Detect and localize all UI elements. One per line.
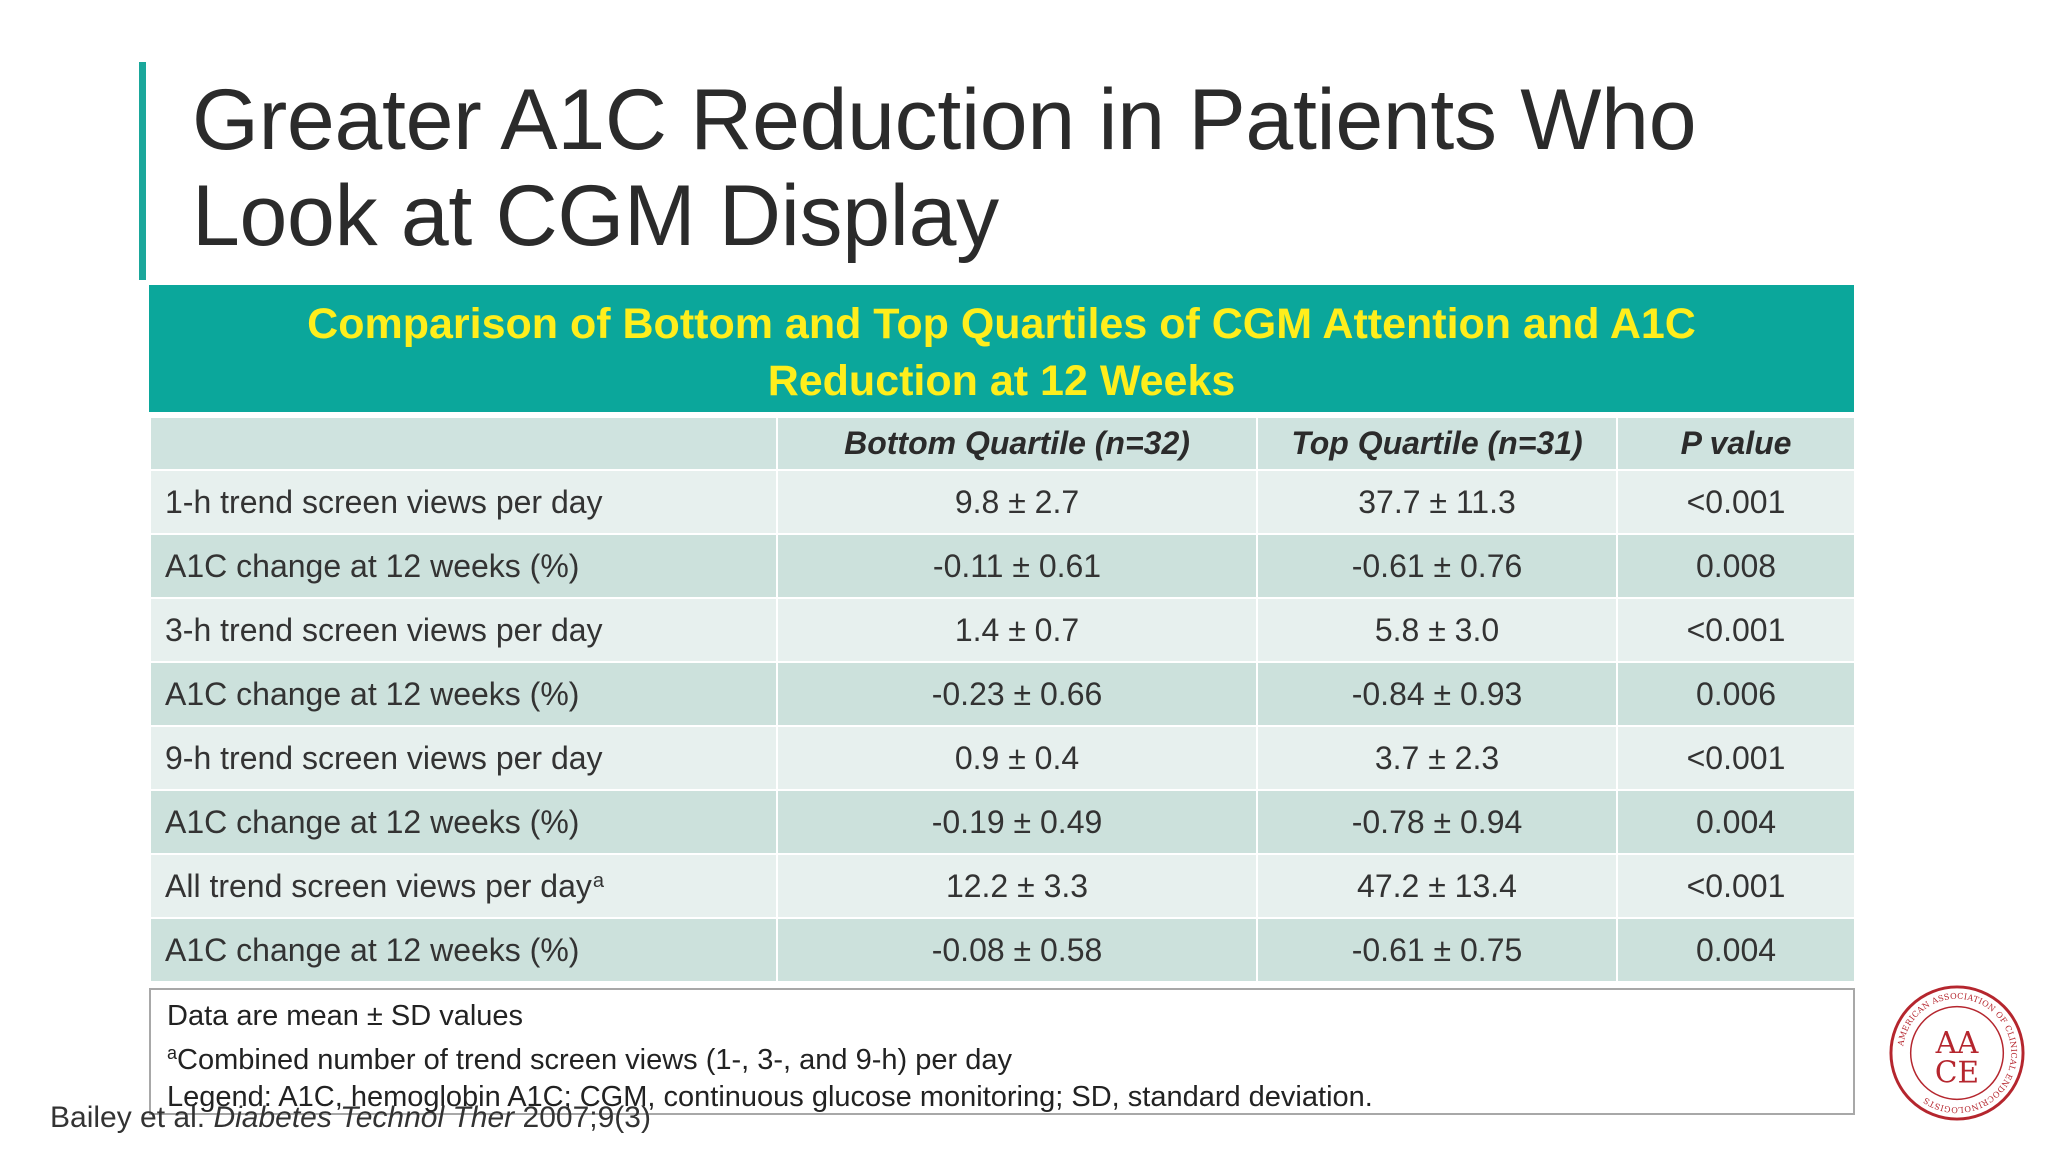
row-label: 9-h trend screen views per day (149, 725, 778, 791)
cell-p-value: <0.001 (1616, 725, 1856, 791)
logo-monogram-bottom: CE (1935, 1056, 1979, 1090)
logo-monogram-top: AA (1935, 1026, 1979, 1060)
table-row: All trend screen views per daya 12.2 ± 3.… (149, 853, 1856, 919)
cell-bottom-quartile: -0.23 ± 0.66 (776, 661, 1258, 727)
row-label: 3-h trend screen views per day (149, 597, 778, 663)
row-label-text: A1C change at 12 weeks (%) (165, 803, 580, 840)
row-label-text: A1C change at 12 weeks (%) (165, 675, 580, 712)
table-caption-line-1: Comparison of Bottom and Top Quartiles o… (307, 300, 1696, 348)
citation-authors: Bailey et al. (50, 1101, 206, 1134)
cell-bottom-quartile: 12.2 ± 3.3 (776, 853, 1258, 919)
cell-top-quartile: 47.2 ± 13.4 (1256, 853, 1618, 919)
row-label-text: A1C change at 12 weeks (%) (165, 931, 580, 968)
table-row: A1C change at 12 weeks (%) -0.08 ± 0.58 -0… (149, 917, 1856, 983)
row-label: 1-h trend screen views per day (149, 469, 778, 535)
title-accent-bar (139, 62, 146, 280)
row-label-text: A1C change at 12 weeks (%) (165, 547, 580, 584)
note-line-1: Data are mean ± SD values (167, 1000, 524, 1032)
row-label-text: 9-h trend screen views per day (165, 739, 603, 776)
cell-bottom-quartile: -0.08 ± 0.58 (776, 917, 1258, 983)
cell-bottom-quartile: -0.11 ± 0.61 (776, 533, 1258, 599)
citation-details: 2007;9(3) (522, 1101, 651, 1134)
cell-p-value: <0.001 (1616, 469, 1856, 535)
row-label-text: 1-h trend screen views per day (165, 483, 603, 520)
row-label: A1C change at 12 weeks (%) (149, 789, 778, 855)
row-label: A1C change at 12 weeks (%) (149, 533, 778, 599)
cell-bottom-quartile: 0.9 ± 0.4 (776, 725, 1258, 791)
row-label-text: All trend screen views per day (165, 867, 592, 904)
aace-seal-icon: AMERICAN ASSOCIATION OF CLINICAL ENDOCRI… (1889, 985, 2025, 1121)
row-label-footnote-marker: a (592, 869, 604, 892)
cell-top-quartile: 3.7 ± 2.3 (1256, 725, 1618, 791)
column-header-p-value: P value (1616, 416, 1856, 471)
citation-journal: Diabetes Technol Ther (213, 1101, 515, 1134)
table-body: 1-h trend screen views per day 9.8 ± 2.7 3… (149, 469, 1856, 983)
note-line-2-text: Combined number of trend screen views (1… (177, 1044, 1012, 1076)
cell-top-quartile: 37.7 ± 11.3 (1256, 469, 1618, 535)
table-row: 9-h trend screen views per day 0.9 ± 0.4 3… (149, 725, 1856, 791)
row-label: All trend screen views per daya (149, 853, 778, 919)
table-notes: Data are mean ± SD values aCombined numb… (149, 988, 1855, 1115)
cell-top-quartile: -0.78 ± 0.94 (1256, 789, 1618, 855)
slide-title-line-2: Look at CGM Display (192, 168, 999, 264)
cell-p-value: 0.006 (1616, 661, 1856, 727)
cell-top-quartile: -0.61 ± 0.75 (1256, 917, 1618, 983)
table-row: A1C change at 12 weeks (%) -0.11 ± 0.61 -0… (149, 533, 1856, 599)
cell-p-value: 0.008 (1616, 533, 1856, 599)
row-label: A1C change at 12 weeks (%) (149, 661, 778, 727)
cell-bottom-quartile: 9.8 ± 2.7 (776, 469, 1258, 535)
slide-title: Greater A1C Reduction in Patients Who Lo… (192, 72, 1697, 264)
table-header-row: Bottom Quartile (n=32) Top Quartile (n=3… (149, 416, 1856, 471)
cell-p-value: <0.001 (1616, 597, 1856, 663)
column-header-top-quartile: Top Quartile (n=31) (1256, 416, 1618, 471)
table-caption-line-2: Reduction at 12 Weeks (767, 357, 1236, 405)
citation: Bailey et al. Diabetes Technol Ther 2007… (50, 1101, 651, 1135)
cell-top-quartile: 5.8 ± 3.0 (1256, 597, 1618, 663)
column-header-bottom-quartile: Bottom Quartile (n=32) (776, 416, 1258, 471)
row-label-text: 3-h trend screen views per day (165, 611, 603, 648)
table-row: A1C change at 12 weeks (%) -0.19 ± 0.49 -0… (149, 789, 1856, 855)
note-line-2: aCombined number of trend screen views (… (167, 1035, 1837, 1079)
column-header-blank (149, 416, 778, 471)
comparison-table-container: Comparison of Bottom and Top Quartiles o… (149, 285, 1856, 983)
slide-title-line-1: Greater A1C Reduction in Patients Who (192, 72, 1697, 168)
row-label: A1C change at 12 weeks (%) (149, 917, 778, 983)
cell-bottom-quartile: 1.4 ± 0.7 (776, 597, 1258, 663)
table-row: A1C change at 12 weeks (%) -0.23 ± 0.66 -0… (149, 661, 1856, 727)
cell-top-quartile: -0.84 ± 0.93 (1256, 661, 1618, 727)
table-row: 1-h trend screen views per day 9.8 ± 2.7 3… (149, 469, 1856, 535)
cell-p-value: 0.004 (1616, 789, 1856, 855)
table-row: 3-h trend screen views per day 1.4 ± 0.7 5… (149, 597, 1856, 663)
note-line-3: Legend: A1C, hemoglobin A1C; CGM, contin… (167, 1081, 1373, 1113)
cell-p-value: 0.004 (1616, 917, 1856, 983)
comparison-table: Bottom Quartile (n=32) Top Quartile (n=3… (149, 416, 1856, 983)
table-caption: Comparison of Bottom and Top Quartiles o… (149, 285, 1854, 412)
cell-p-value: <0.001 (1616, 853, 1856, 919)
cell-top-quartile: -0.61 ± 0.76 (1256, 533, 1618, 599)
note-footnote-marker: a (167, 1043, 178, 1063)
cell-bottom-quartile: -0.19 ± 0.49 (776, 789, 1258, 855)
